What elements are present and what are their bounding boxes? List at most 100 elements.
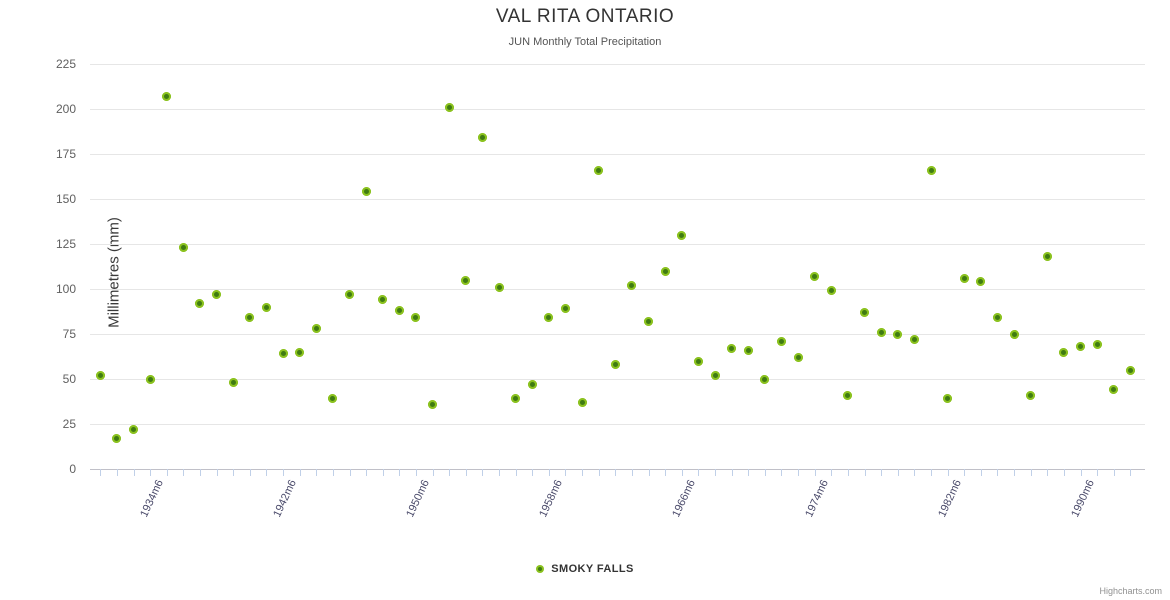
legend-item-label: SMOKY FALLS — [551, 563, 634, 575]
data-point[interactable] — [195, 298, 205, 308]
data-point[interactable] — [278, 349, 288, 359]
data-point[interactable] — [112, 433, 122, 443]
y-axis-tick-label: 200 — [55, 102, 76, 116]
data-point[interactable] — [710, 370, 720, 380]
data-point[interactable] — [444, 102, 454, 112]
x-axis-tick — [947, 469, 949, 476]
data-point[interactable] — [959, 273, 969, 283]
x-axis-tick — [665, 469, 667, 476]
data-point[interactable] — [776, 336, 786, 346]
data-point[interactable] — [660, 266, 670, 276]
data-point[interactable] — [760, 374, 770, 384]
data-point[interactable] — [1042, 252, 1052, 262]
x-axis-tick — [266, 469, 268, 476]
data-point[interactable] — [1076, 342, 1086, 352]
x-axis-tick — [864, 469, 866, 476]
grid-line — [90, 334, 1145, 335]
data-point[interactable] — [428, 399, 438, 409]
data-point[interactable] — [345, 289, 354, 299]
x-axis-tick — [781, 469, 783, 476]
data-point[interactable] — [494, 282, 504, 292]
data-point[interactable] — [311, 324, 321, 334]
x-axis-tick — [681, 469, 683, 476]
chart-legend: SMOKY FALLS — [0, 563, 1170, 575]
data-point[interactable] — [1009, 329, 1019, 339]
data-point[interactable] — [145, 374, 155, 384]
data-point[interactable] — [860, 307, 870, 317]
data-point[interactable] — [893, 329, 903, 339]
data-point[interactable] — [411, 313, 421, 323]
x-axis-tick — [532, 469, 534, 476]
data-point[interactable] — [843, 390, 853, 400]
data-point[interactable] — [810, 271, 820, 281]
data-point[interactable] — [1109, 385, 1119, 395]
data-point[interactable] — [793, 352, 803, 362]
data-point[interactable] — [461, 275, 471, 285]
data-point[interactable] — [527, 379, 537, 389]
y-axis-tick-label: 25 — [62, 417, 76, 431]
data-point[interactable] — [677, 230, 687, 240]
x-axis-tick — [764, 469, 766, 476]
legend-marker-icon — [536, 565, 545, 573]
data-point[interactable] — [577, 397, 587, 407]
x-axis-tick — [997, 469, 999, 476]
data-point[interactable] — [976, 277, 986, 287]
data-point[interactable] — [644, 316, 654, 326]
y-axis-tick-label: 75 — [62, 327, 76, 341]
data-point[interactable] — [245, 313, 255, 323]
x-axis-tick — [631, 469, 633, 476]
data-point[interactable] — [909, 334, 919, 344]
data-point[interactable] — [477, 133, 487, 143]
data-point[interactable] — [361, 187, 371, 197]
data-point[interactable] — [1125, 365, 1135, 375]
data-point[interactable] — [743, 345, 753, 355]
data-point[interactable] — [261, 302, 271, 312]
x-axis-tick — [515, 469, 517, 476]
data-point[interactable] — [511, 394, 521, 404]
data-point[interactable] — [926, 165, 936, 175]
data-point[interactable] — [992, 313, 1002, 323]
x-axis-tick — [582, 469, 584, 476]
data-point[interactable] — [129, 424, 139, 434]
data-point[interactable] — [1026, 390, 1036, 400]
x-axis-tick — [748, 469, 750, 476]
data-point[interactable] — [162, 91, 172, 101]
data-point[interactable] — [328, 394, 338, 404]
data-point[interactable] — [594, 165, 604, 175]
data-point[interactable] — [295, 347, 305, 357]
x-axis-tick — [980, 469, 982, 476]
x-axis-tick — [964, 469, 966, 476]
data-point[interactable] — [394, 306, 404, 316]
x-axis-tick — [1047, 469, 1049, 476]
data-point[interactable] — [693, 356, 703, 366]
x-axis-tick — [731, 469, 733, 476]
data-point[interactable] — [544, 313, 554, 323]
chart-title: VAL RITA ONTARIO — [495, 6, 675, 27]
data-point[interactable] — [212, 289, 222, 299]
data-point[interactable] — [943, 394, 953, 404]
data-point[interactable] — [727, 343, 737, 353]
data-point[interactable] — [178, 243, 188, 253]
x-axis-tick — [814, 469, 816, 476]
x-axis-tick — [881, 469, 883, 476]
grid-line — [90, 199, 1145, 200]
x-axis-tick — [715, 469, 717, 476]
data-point[interactable] — [560, 304, 570, 314]
x-axis-tick — [1080, 469, 1082, 476]
x-axis-tick — [1030, 469, 1032, 476]
data-point[interactable] — [610, 360, 620, 370]
x-axis-tick — [598, 469, 600, 476]
legend-item[interactable]: SMOKY FALLS — [536, 563, 633, 575]
data-point[interactable] — [1092, 340, 1102, 350]
data-point[interactable] — [228, 378, 238, 388]
data-point[interactable] — [876, 327, 886, 337]
x-axis-tick — [299, 469, 301, 476]
data-point[interactable] — [95, 370, 105, 380]
data-point[interactable] — [826, 286, 836, 296]
data-point[interactable] — [627, 280, 637, 290]
data-point[interactable] — [378, 295, 388, 305]
data-point[interactable] — [1059, 347, 1069, 357]
x-axis-tick — [399, 469, 401, 476]
highcharts-credit[interactable]: Highcharts.com — [1099, 586, 1162, 596]
